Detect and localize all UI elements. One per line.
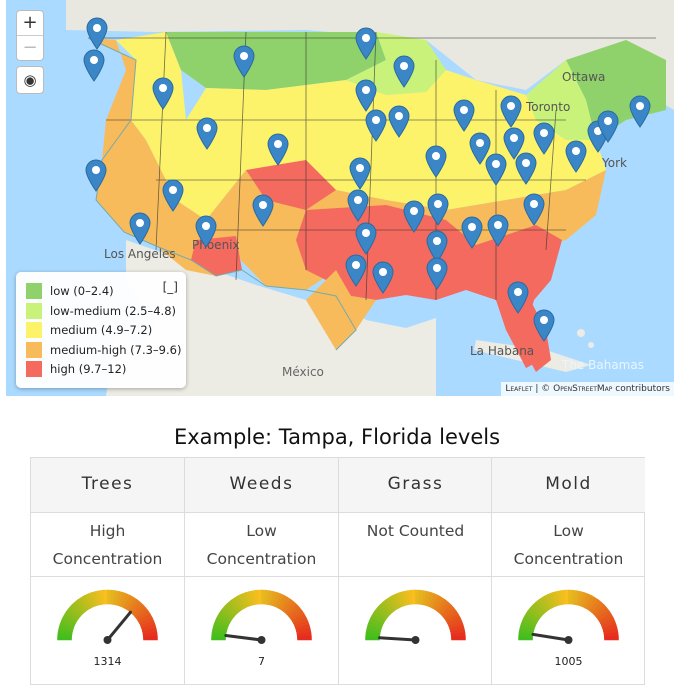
map-marker-icon[interactable] xyxy=(469,132,491,165)
city-label-toronto: Toronto xyxy=(526,100,571,114)
map-marker-icon[interactable] xyxy=(487,214,509,247)
gauge-cell: 1005 xyxy=(492,578,645,685)
locate-button[interactable]: ◉ xyxy=(16,66,44,94)
map-marker-icon[interactable] xyxy=(515,152,537,185)
map-marker-icon[interactable] xyxy=(347,189,369,222)
map-marker-icon[interactable] xyxy=(196,117,218,150)
map-marker-icon[interactable] xyxy=(162,179,184,212)
pollen-column-grass: Grass Not Counted xyxy=(338,458,492,684)
map-marker-icon[interactable] xyxy=(267,133,289,166)
gauge-icon xyxy=(57,589,158,644)
country-label-bahamas: The Bahamas xyxy=(562,358,644,372)
pollen-column-trees: Trees High Concentration 1314 xyxy=(31,458,184,684)
legend-item: medium (4.9–7.2) xyxy=(26,322,152,338)
map-marker-icon[interactable] xyxy=(355,79,377,112)
zoom-out-button[interactable]: − xyxy=(22,37,38,58)
map-marker-icon[interactable] xyxy=(393,55,415,88)
map-marker-icon[interactable] xyxy=(403,200,425,233)
legend-swatch xyxy=(26,283,42,299)
map-marker-icon[interactable] xyxy=(388,105,410,138)
legend-swatch xyxy=(26,322,42,338)
leaflet-link[interactable]: Leaflet xyxy=(505,384,533,394)
map-marker-icon[interactable] xyxy=(349,157,371,190)
gauge-cell: 1314 xyxy=(31,578,184,685)
map-marker-icon[interactable] xyxy=(355,222,377,255)
map-marker-icon[interactable] xyxy=(461,216,483,249)
map-marker-icon[interactable] xyxy=(365,109,387,142)
map-base-layer xyxy=(66,0,674,396)
map-marker-icon[interactable] xyxy=(355,27,377,60)
map-marker-icon[interactable] xyxy=(597,110,619,143)
map-attribution: Leaflet | © OpenStreetMap contributors xyxy=(501,382,674,396)
level-text: Not Counted xyxy=(339,513,492,577)
map-marker-icon[interactable] xyxy=(507,281,529,314)
column-header: Mold xyxy=(492,458,645,513)
legend-item: low-medium (2.5–4.8) xyxy=(26,303,176,319)
gauge-icon xyxy=(211,589,312,644)
country-label-mexico: México xyxy=(282,365,324,379)
map-marker-icon[interactable] xyxy=(372,261,394,294)
legend-item: medium-high (7.3–9.6) xyxy=(26,342,181,358)
column-header: Weeds xyxy=(185,458,338,513)
map-legend: [_] low (0–2.4) low-medium (2.5–4.8) med… xyxy=(16,272,186,388)
zoom-in-button[interactable]: + xyxy=(17,11,43,36)
pollen-count: 1314 xyxy=(93,655,122,668)
map-marker-icon[interactable] xyxy=(533,309,555,342)
city-label-los-angeles: Los Angeles xyxy=(104,247,176,261)
map-marker-icon[interactable] xyxy=(195,215,217,248)
pollen-column-weeds: Weeds Low Concentration 7 xyxy=(184,458,338,684)
legend-swatch xyxy=(26,361,42,377)
pollen-map[interactable]: + − ◉ Ottawa Toronto York Los Angeles Ph… xyxy=(6,0,674,396)
gauge-icon xyxy=(518,589,619,644)
map-marker-icon[interactable] xyxy=(629,95,651,128)
legend-collapse-button[interactable]: [_] xyxy=(162,280,178,294)
map-marker-icon[interactable] xyxy=(427,193,449,226)
legend-swatch xyxy=(26,342,42,358)
map-marker-icon[interactable] xyxy=(426,257,448,290)
gauge-icon xyxy=(365,589,466,644)
osm-link[interactable]: OpenStreetMap xyxy=(553,384,613,394)
map-marker-icon[interactable] xyxy=(252,194,274,227)
map-marker-icon[interactable] xyxy=(503,127,525,160)
pollen-levels-table: Trees High Concentration 1314 Weeds Low … xyxy=(30,457,645,685)
column-header: Grass xyxy=(339,458,492,513)
city-label-new-york: York xyxy=(602,156,627,170)
pollen-count: 1005 xyxy=(554,655,583,668)
pollen-column-mold: Mold Low Concentration 1005 xyxy=(491,458,645,684)
map-marker-icon[interactable] xyxy=(453,99,475,132)
map-marker-icon[interactable] xyxy=(233,45,255,78)
map-marker-icon[interactable] xyxy=(500,95,522,128)
level-text: Low Concentration xyxy=(185,513,338,577)
map-marker-icon[interactable] xyxy=(129,212,151,245)
level-text: High Concentration xyxy=(31,513,184,577)
map-marker-icon[interactable] xyxy=(86,17,108,50)
column-header: Trees xyxy=(31,458,184,513)
gauge-cell: 7 xyxy=(185,578,338,685)
map-marker-icon[interactable] xyxy=(83,49,105,82)
level-text: Low Concentration xyxy=(492,513,645,577)
zoom-control: + − xyxy=(16,10,44,61)
globe-icon: ◉ xyxy=(23,71,37,89)
map-marker-icon[interactable] xyxy=(425,145,447,178)
example-caption: Example: Tampa, Florida levels xyxy=(173,425,501,449)
legend-item: high (9.7–12) xyxy=(26,361,126,377)
map-marker-icon[interactable] xyxy=(345,254,367,287)
pollen-count: 7 xyxy=(258,655,265,668)
map-marker-icon[interactable] xyxy=(485,153,507,186)
map-marker-icon[interactable] xyxy=(523,193,545,226)
map-marker-icon[interactable] xyxy=(426,230,448,263)
map-marker-icon[interactable] xyxy=(533,122,555,155)
map-marker-icon[interactable] xyxy=(565,140,587,173)
map-marker-icon[interactable] xyxy=(85,159,107,192)
gauge-cell xyxy=(339,578,492,685)
city-label-la-habana: La Habana xyxy=(470,344,535,358)
legend-swatch xyxy=(26,303,42,319)
city-label-ottawa: Ottawa xyxy=(562,70,606,84)
legend-item: low (0–2.4) xyxy=(26,283,114,299)
map-marker-icon[interactable] xyxy=(152,77,174,110)
